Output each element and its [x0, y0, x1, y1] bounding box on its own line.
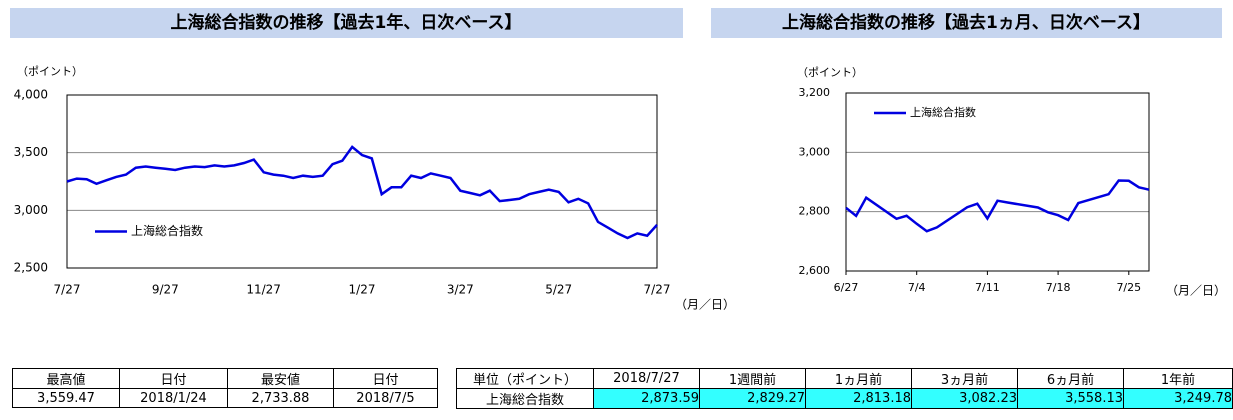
x-tick-label: 7/27: [54, 283, 81, 297]
x-tick-label: 5/27: [545, 283, 572, 297]
x-tick-label: 7/25: [1116, 281, 1141, 294]
table-header: 日付: [333, 368, 438, 389]
table-header: 3ヵ月前: [911, 368, 1018, 389]
legend-label: 上海総合指数: [910, 105, 976, 119]
y-unit: （ポイント）: [17, 65, 83, 78]
y-tick-label: 3,200: [799, 86, 831, 99]
table-header: 単位（ポイント）: [456, 368, 594, 389]
table-cell: 3,082.23: [911, 388, 1018, 409]
y-tick-label: 3,500: [14, 145, 48, 159]
table-header: 1年前: [1123, 368, 1233, 389]
plot-frame: [66, 94, 658, 269]
x-tick-label: 7/11: [975, 281, 1000, 294]
table-header: 6ヵ月前: [1017, 368, 1124, 389]
chart-title: 上海総合指数の推移【過去1ヵ月、日次ベース】: [782, 12, 1150, 33]
x-tick-label: 7/4: [908, 281, 926, 294]
table-header: 1週間前: [699, 368, 806, 389]
table-cell: 3,559.47: [12, 388, 120, 408]
x-tick-label: 7/27: [644, 283, 671, 297]
table: 最高値 日付 最安値 日付 3,559.47 2018/1/24 2,733.88 2018/…: [12, 368, 438, 408]
x-tick-label: 9/27: [152, 283, 179, 297]
y-tick-label: 4,000: [14, 88, 48, 102]
table-header: 2018/7/27: [593, 368, 700, 389]
x-tick-label: 6/27: [834, 281, 859, 294]
y-tick-label: 2,800: [799, 205, 831, 218]
chart-title: 上海総合指数の推移【過去1年、日次ベース】: [171, 12, 522, 33]
x-unit: （月／日）: [675, 298, 735, 312]
x-unit: （月／日）: [1166, 284, 1226, 298]
table-cell: 3,249.78: [1123, 388, 1233, 409]
series-line: [66, 145, 658, 240]
legend-label: 上海総合指数: [131, 223, 203, 238]
title-bar: [10, 8, 683, 38]
table-cell: 2,829.27: [699, 388, 806, 409]
table-cell: 2,733.88: [227, 388, 334, 408]
table-cell: 2018/1/24: [119, 388, 228, 408]
table-cell: 3,558.13: [1017, 388, 1124, 409]
y-tick-label: 2,500: [14, 261, 48, 275]
table-header: 最安値: [227, 368, 334, 389]
charts: 上海総合指数の推移【過去1年、日次ベース】 （ポイント） （月／日） 2,500 3,0…: [10, 8, 1226, 312]
table-header: 最高値: [12, 368, 120, 389]
table: 単位（ポイント） 2018/7/27 1週間前 1ヵ月前 3ヵ月前 6ヵ月前 1年前上海総合…: [456, 368, 1233, 409]
plot-frame: [845, 92, 1150, 272]
x-tick-label: 7/18: [1046, 281, 1071, 294]
table-cell: 2018/7/5: [333, 388, 438, 408]
x-tick-label: 11/27: [246, 283, 281, 297]
y-tick-label: 3,000: [14, 203, 48, 217]
table-cell: 上海総合指数: [456, 388, 594, 409]
title-bar: [711, 8, 1222, 38]
table-header: 1ヵ月前: [805, 368, 912, 389]
y-unit: （ポイント）: [797, 66, 863, 79]
table-cell: 2,873.59: [593, 388, 700, 409]
table-header: 日付: [119, 368, 228, 389]
table-cell: 2,813.18: [805, 388, 912, 409]
x-tick-label: 3/27: [447, 283, 474, 297]
y-tick-label: 2,600: [799, 264, 831, 277]
series-line: [845, 179, 1150, 233]
y-tick-label: 3,000: [799, 145, 831, 158]
x-tick-label: 1/27: [349, 283, 376, 297]
